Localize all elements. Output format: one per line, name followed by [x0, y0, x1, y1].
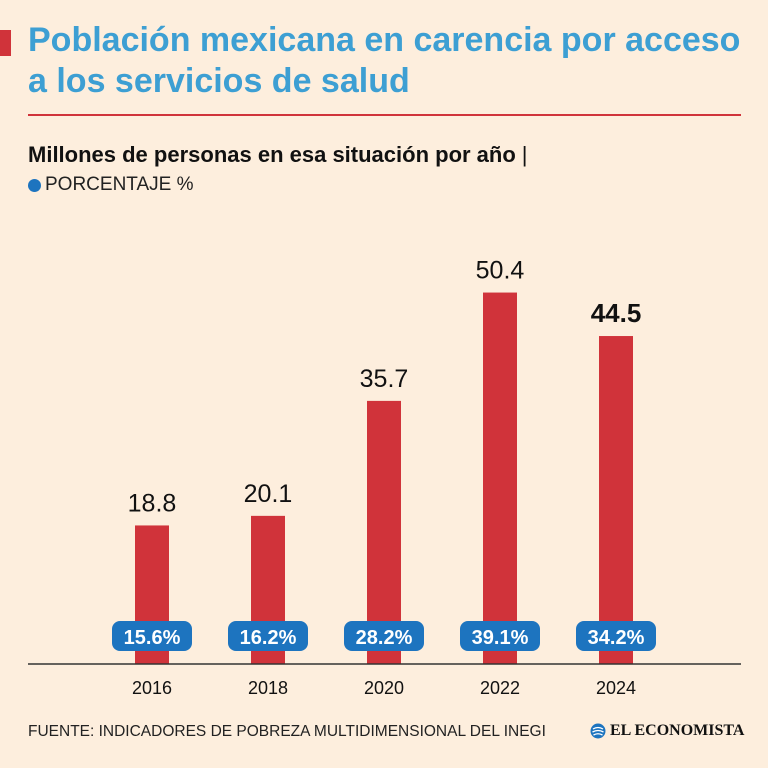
value-label-2022: 50.4	[476, 257, 525, 285]
brand-name: EL ECONOMISTA	[610, 722, 745, 739]
value-label-2024: 44.5	[591, 298, 642, 328]
percent-label-2016: 15.6%	[124, 627, 181, 649]
subtitle-text: Millones de personas en esa situación po…	[28, 142, 516, 167]
percent-label-2020: 28.2%	[356, 627, 413, 649]
value-label-2020: 35.7	[360, 365, 409, 393]
percent-label-2018: 16.2%	[240, 627, 297, 649]
title-divider	[28, 114, 741, 116]
subtitle-separator: |	[521, 142, 528, 167]
percent-badge-2022	[460, 621, 540, 651]
percent-badge-2020	[344, 621, 424, 651]
bar-2020	[367, 400, 401, 664]
brand-logo: EL ECONOMISTA	[590, 722, 744, 740]
x-tick-label-2018: 2018	[248, 678, 288, 698]
legend-dot-icon	[28, 178, 41, 192]
x-tick-label-2016: 2016	[132, 678, 172, 698]
value-label-2016: 18.8	[128, 489, 177, 517]
percent-badge-2018	[228, 621, 308, 651]
bar-2022	[483, 292, 517, 664]
bar-2024	[599, 336, 633, 664]
title-accent-bar	[0, 30, 11, 56]
percent-label-2024: 34.2%	[588, 627, 645, 649]
percent-badge-2024	[576, 621, 656, 651]
x-tick-label-2020: 2020	[364, 678, 404, 698]
chart-title: Población mexicana en carencia por acces…	[28, 21, 741, 100]
x-tick-label-2022: 2022	[480, 678, 520, 698]
percent-label-2022: 39.1%	[472, 627, 529, 649]
legend-label: PORCENTAJE %	[45, 174, 194, 195]
percent-badge-2016	[112, 621, 192, 651]
source-note: FUENTE: INDICADORES DE POBREZA MULTIDIME…	[28, 723, 546, 740]
legend: PORCENTAJE %	[28, 174, 194, 196]
x-tick-label-2024: 2024	[596, 678, 636, 698]
value-label-2018: 20.1	[244, 480, 293, 508]
chart-subtitle: Millones de personas en esa situación po…	[28, 142, 528, 168]
brand-globe-icon	[590, 723, 606, 739]
